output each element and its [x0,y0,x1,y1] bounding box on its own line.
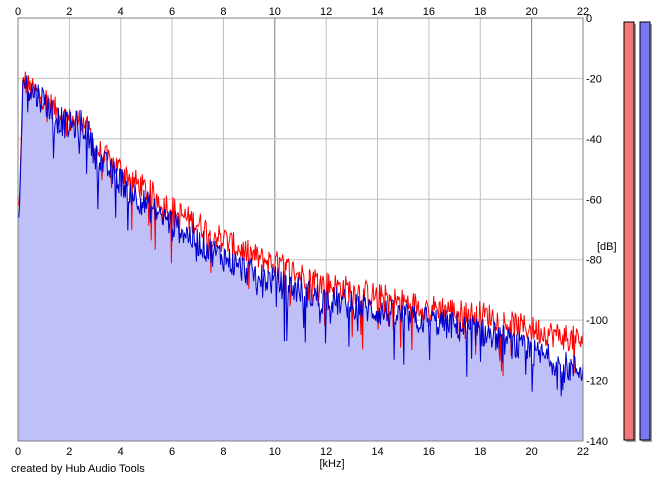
x-unit-label: [kHz] [319,458,344,470]
x-tick-label-top-11: 22 [577,6,589,18]
x-tick-label-top-9: 18 [474,6,486,18]
level-meters [623,21,652,442]
x-tick-label-bottom-0: 0 [15,446,21,458]
x-tick-label-bottom-2: 4 [118,446,124,458]
spectrum-fill [18,75,583,442]
y-tick-label-1: -20 [586,73,602,85]
x-tick-label-bottom-6: 12 [320,446,332,458]
y-tick-label-4: -80 [586,255,602,267]
series-line-1 [18,75,584,397]
x-tick-label-bottom-3: 6 [169,446,175,458]
spectrum-area-fill [18,75,583,442]
x-tick-label-bottom-5: 10 [269,446,281,458]
meter-bar-1 [639,21,651,441]
x-tick-label-top-1: 2 [66,6,72,18]
x-tick-label-bottom-7: 14 [371,446,383,458]
meter-bar-0 [623,21,635,441]
x-tick-labels-top: 0 2 4 6 8 10 12 14 16 18 20 22 [15,6,589,18]
x-tick-label-top-2: 4 [118,6,124,18]
x-tick-label-bottom-9: 18 [474,446,486,458]
plot-frame [17,17,584,442]
x-tick-label-top-6: 12 [320,6,332,18]
x-tick-label-bottom-10: 20 [526,446,538,458]
x-tick-label-top-7: 14 [371,6,383,18]
x-tick-label-bottom-1: 2 [66,446,72,458]
x-tick-label-bottom-8: 16 [423,446,435,458]
x-tick-label-top-3: 6 [169,6,175,18]
x-tick-label-bottom-11: 22 [577,446,589,458]
y-tick-label-6: -120 [586,376,608,388]
y-unit-label: [dB] [597,241,617,253]
x-tick-label-top-8: 16 [423,6,435,18]
y-tick-label-0: 0 [586,13,592,25]
series-layer [18,71,584,397]
credit-text: created by Hub Audio Tools [11,463,145,475]
y-tick-labels: 0 -20 -40 -60 -80 -100 -120 -140 [586,13,608,448]
x-tick-label-top-0: 0 [15,6,21,18]
x-tick-labels-bottom: 0 2 4 6 8 10 12 14 16 18 20 22 [15,446,589,458]
x-tick-label-top-4: 8 [220,6,226,18]
x-tick-label-bottom-4: 8 [220,446,226,458]
x-tick-label-top-5: 10 [269,6,281,18]
y-tick-label-3: -60 [586,194,602,206]
y-tick-label-2: -40 [586,134,602,146]
x-tick-label-top-10: 20 [526,6,538,18]
y-tick-label-5: -100 [586,315,608,327]
y-tick-label-7: -140 [586,436,608,448]
